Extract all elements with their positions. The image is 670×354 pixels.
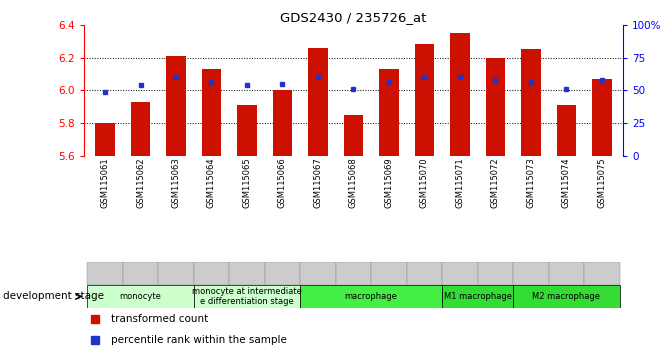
Bar <box>478 262 513 285</box>
Bar <box>202 69 221 156</box>
Bar <box>442 262 478 285</box>
Bar <box>229 262 265 285</box>
Text: monocyte at intermediate
e differentiation stage: monocyte at intermediate e differentiati… <box>192 287 302 306</box>
Bar <box>549 262 584 285</box>
Bar <box>486 58 505 156</box>
Bar <box>450 33 470 156</box>
Bar <box>273 90 292 156</box>
Bar <box>407 262 442 285</box>
Bar <box>371 262 407 285</box>
Text: monocyte: monocyte <box>119 292 161 301</box>
Bar <box>379 69 399 156</box>
Text: M1 macrophage: M1 macrophage <box>444 292 512 301</box>
Bar <box>300 285 442 308</box>
Bar <box>584 262 620 285</box>
Bar <box>300 262 336 285</box>
Bar <box>194 262 229 285</box>
Bar <box>442 285 513 308</box>
Bar <box>344 115 363 156</box>
Text: macrophage: macrophage <box>345 292 397 301</box>
Bar <box>415 45 434 156</box>
Text: M2 macrophage: M2 macrophage <box>533 292 600 301</box>
Bar <box>237 105 257 156</box>
Bar <box>521 49 541 156</box>
Bar <box>87 285 194 308</box>
Bar <box>131 102 150 156</box>
Bar <box>87 262 123 285</box>
Bar <box>336 262 371 285</box>
Bar <box>513 262 549 285</box>
Bar <box>166 56 186 156</box>
Bar <box>158 262 194 285</box>
Title: GDS2430 / 235726_at: GDS2430 / 235726_at <box>280 11 427 24</box>
Bar <box>592 79 612 156</box>
Bar <box>308 48 328 156</box>
Text: transformed count: transformed count <box>111 314 208 324</box>
Bar <box>557 105 576 156</box>
Bar <box>265 262 300 285</box>
Bar <box>95 123 115 156</box>
Bar <box>513 285 620 308</box>
Bar <box>194 285 300 308</box>
Text: development stage: development stage <box>3 291 105 302</box>
Text: percentile rank within the sample: percentile rank within the sample <box>111 335 287 345</box>
Bar <box>123 262 158 285</box>
